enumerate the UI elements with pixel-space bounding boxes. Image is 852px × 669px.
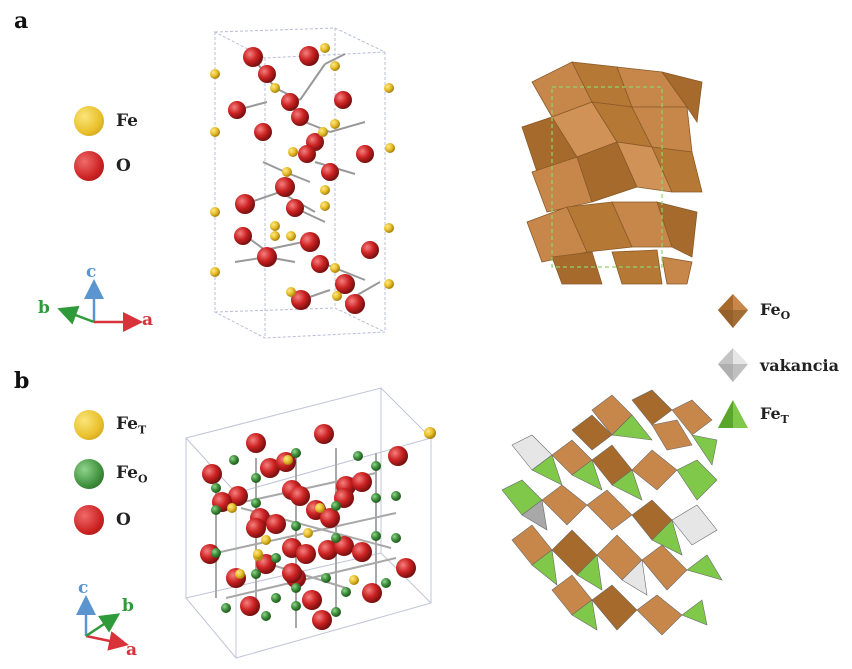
axes-a-icon bbox=[57, 279, 143, 332]
fe-atom-icon bbox=[74, 106, 104, 136]
legend-fe: Fe bbox=[74, 106, 138, 136]
axes-b-icon bbox=[76, 595, 129, 651]
vacancy-icon bbox=[718, 348, 748, 382]
axis-a-label-b: a bbox=[126, 640, 138, 660]
octahedron-icon bbox=[718, 294, 748, 328]
legend-o-b: O bbox=[74, 505, 131, 535]
tetrahedron-icon bbox=[718, 400, 748, 428]
axis-c-label-b: c bbox=[78, 578, 89, 598]
o-atom-icon bbox=[74, 151, 104, 181]
axis-b-label-b: b bbox=[122, 596, 134, 616]
axis-b-label-a: b bbox=[38, 298, 50, 318]
legend-fe-t-label: FeT bbox=[116, 413, 147, 437]
legend-fe-t-tetrahedron: FeT bbox=[716, 398, 789, 432]
fe-o-atom-icon bbox=[74, 459, 104, 489]
legend-fe-o-octahedron: FeO bbox=[716, 292, 790, 330]
o-atom-icon-b bbox=[74, 505, 104, 535]
legend-fe-o-label: FeO bbox=[116, 462, 148, 486]
legend-o-b-label: O bbox=[116, 510, 131, 530]
legend-vacancy: vakancia bbox=[716, 346, 839, 384]
crystal-structure-b bbox=[185, 387, 436, 659]
panel-a-letter: a bbox=[14, 8, 29, 34]
axis-a-label-a: a bbox=[142, 310, 154, 330]
axis-c-label-a: c bbox=[86, 262, 97, 282]
crystal-structure-a bbox=[210, 27, 395, 339]
legend-fe-t: FeT bbox=[74, 410, 146, 440]
legend-fe-o: FeO bbox=[74, 459, 148, 489]
fe-t-atom-icon bbox=[74, 410, 104, 440]
polyhedra-structure-a bbox=[521, 61, 703, 285]
legend-o: O bbox=[74, 151, 131, 181]
panel-b-letter: b bbox=[14, 368, 30, 394]
legend-o-label: O bbox=[116, 156, 131, 176]
polyhedra-structure-b bbox=[501, 389, 723, 636]
legend-fe-label: Fe bbox=[116, 111, 138, 131]
